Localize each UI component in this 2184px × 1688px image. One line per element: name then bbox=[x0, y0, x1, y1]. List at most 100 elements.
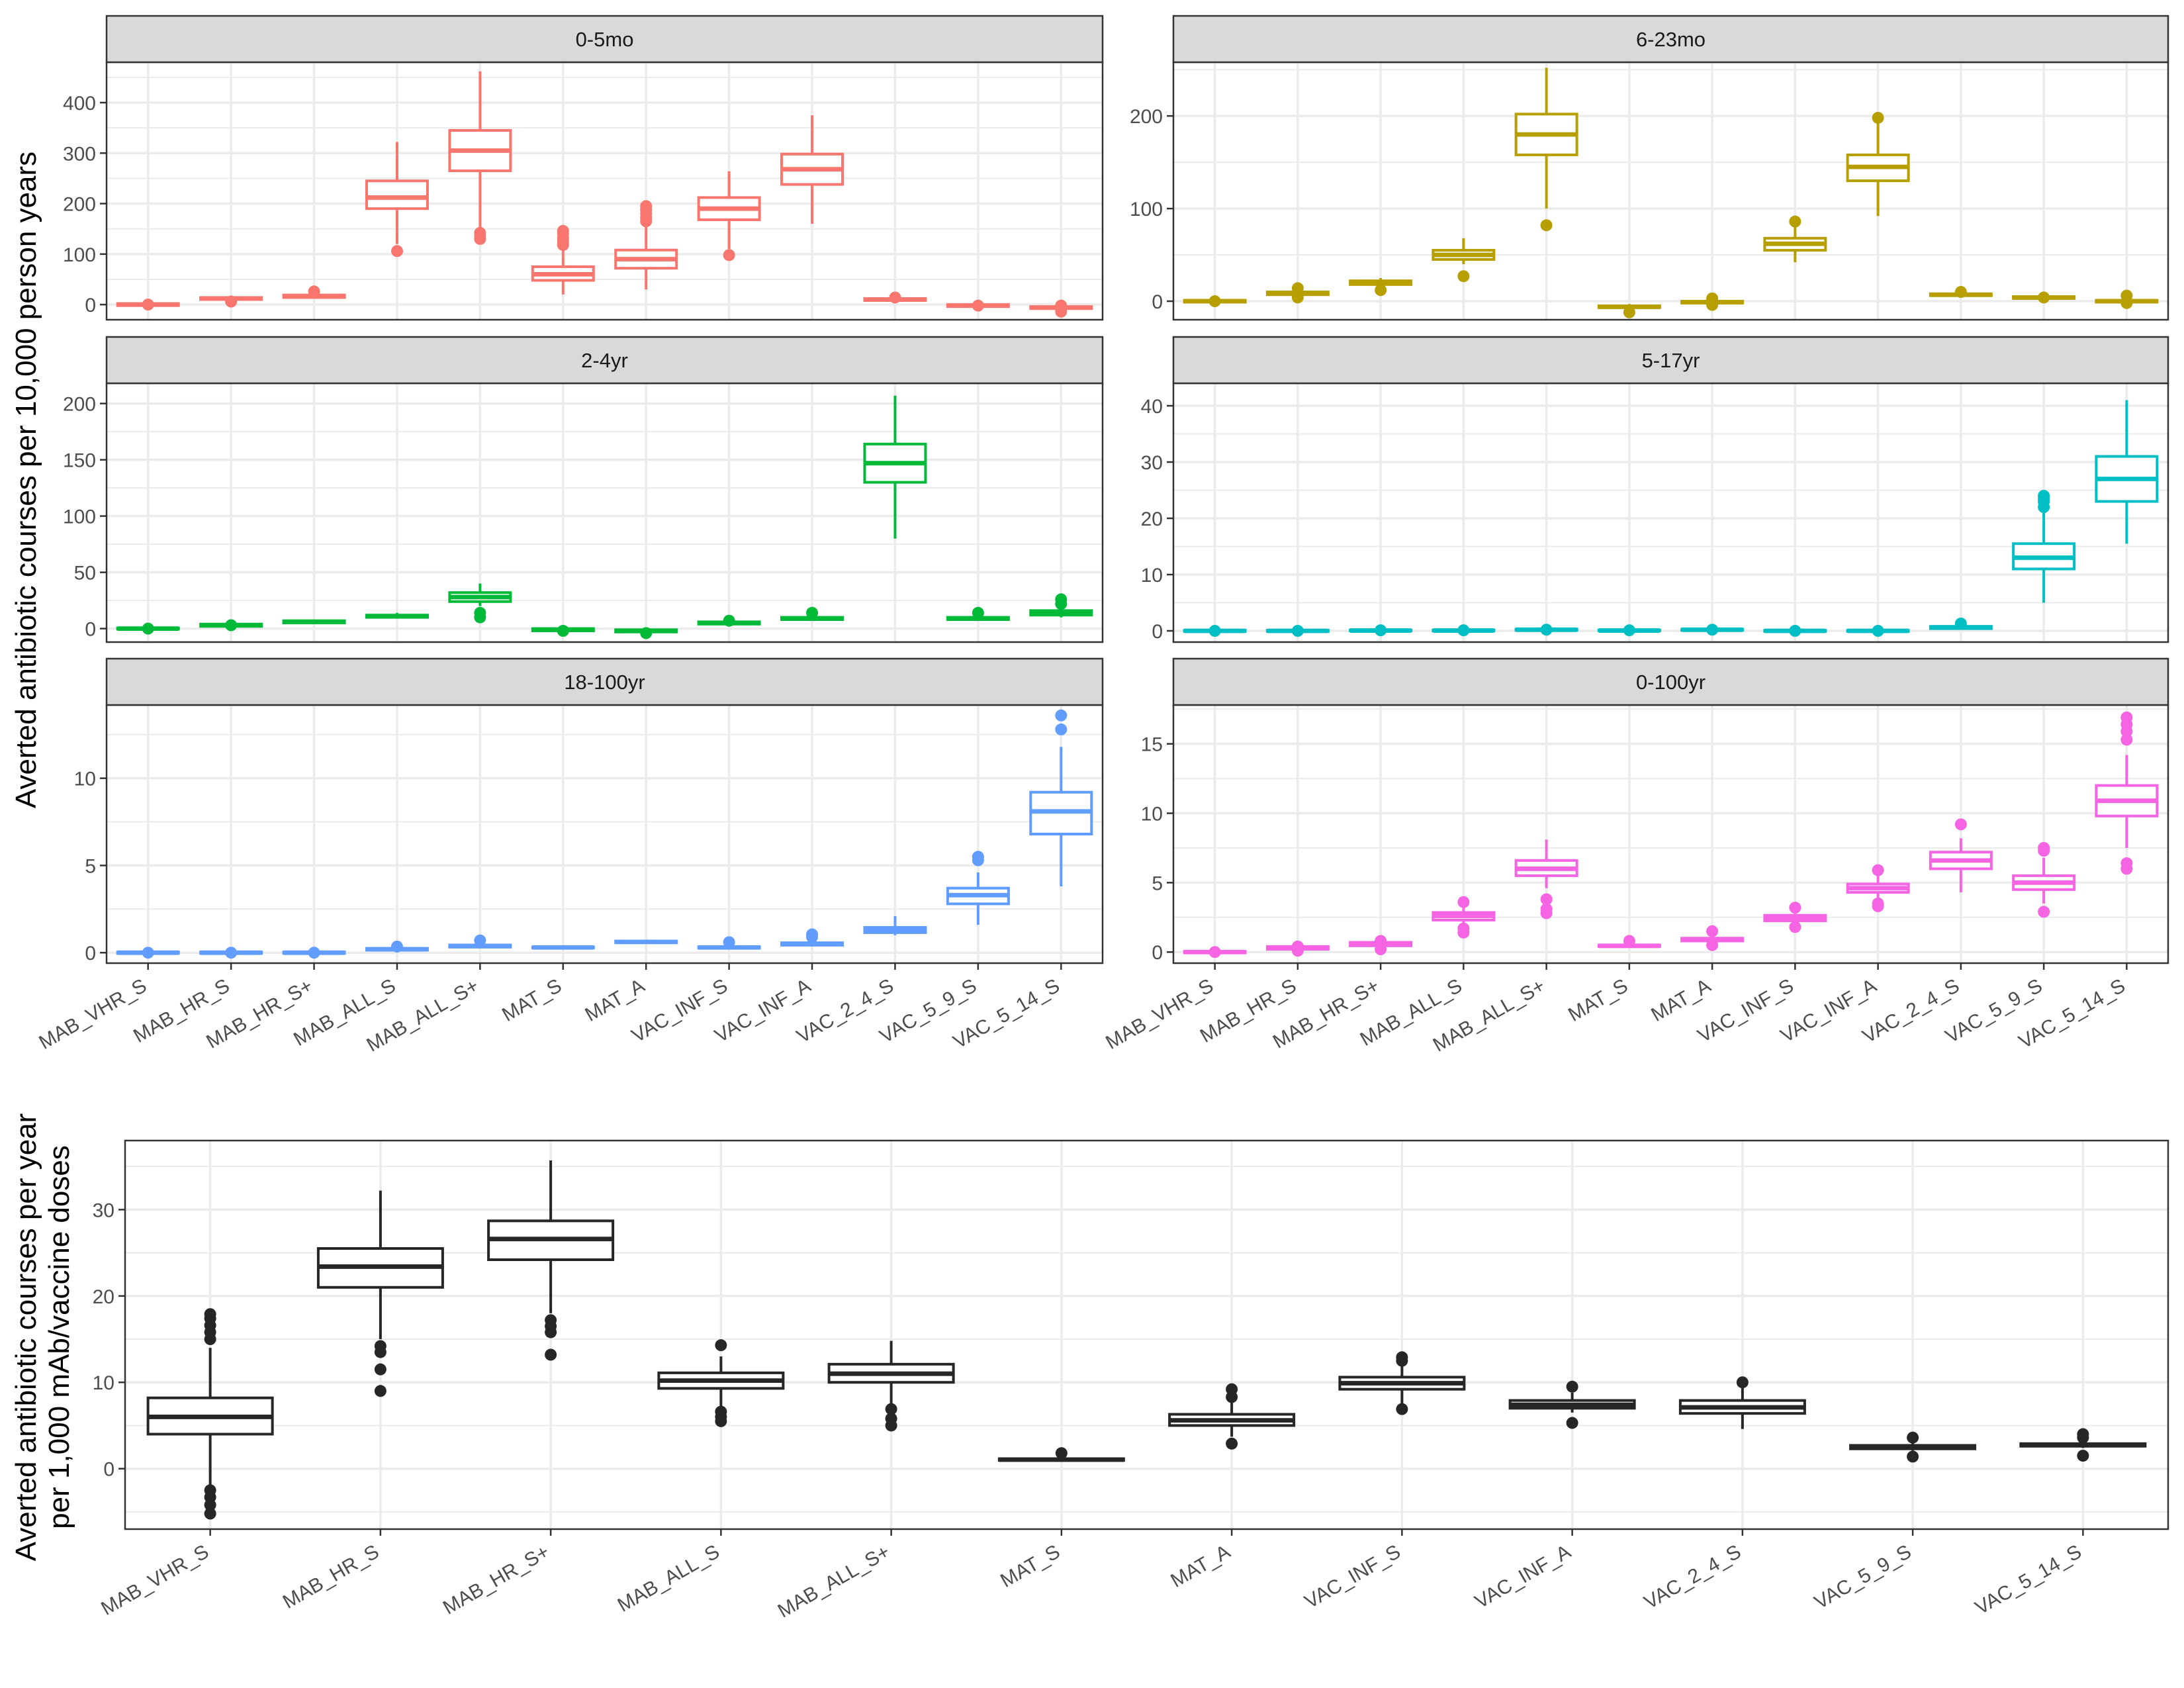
outlier-point bbox=[1457, 270, 1469, 282]
panel-background bbox=[107, 705, 1103, 963]
outlier-point bbox=[1907, 1450, 1919, 1462]
box-MAT_S bbox=[533, 946, 594, 949]
outlier-point bbox=[1737, 1376, 1749, 1388]
outlier-point bbox=[1055, 710, 1067, 722]
panel-2-4yr: 2-4yr 0 50 100 150 200 bbox=[63, 337, 1103, 642]
panel-background bbox=[125, 1141, 2168, 1529]
y-tick-label: 30 bbox=[1141, 452, 1163, 474]
panel-background bbox=[107, 62, 1103, 320]
outlier-point bbox=[2120, 712, 2132, 724]
outlier-point bbox=[1541, 219, 1553, 231]
y-tick-label: 0 bbox=[103, 1459, 114, 1481]
outlier-point bbox=[1789, 902, 1801, 914]
outlier-point bbox=[1567, 1417, 1578, 1429]
y-tick-label: 20 bbox=[93, 1286, 114, 1308]
outlier-point bbox=[1955, 286, 1967, 298]
outlier-point bbox=[225, 296, 237, 308]
outlier-point bbox=[1706, 939, 1718, 951]
y-tick-label: 5 bbox=[1152, 872, 1163, 894]
outlier-point bbox=[806, 607, 818, 619]
outlier-point bbox=[1706, 925, 1718, 937]
y-tick-label: 0 bbox=[85, 295, 96, 316]
bottom-y-axis-label-line-1: Averted antibiotic courses per year bbox=[10, 1113, 42, 1562]
y-tick-label: 100 bbox=[1130, 199, 1163, 220]
outlier-point bbox=[1375, 624, 1387, 636]
outlier-point bbox=[1789, 921, 1801, 933]
facet-label: 5-17yr bbox=[1642, 349, 1700, 372]
outlier-point bbox=[1292, 625, 1304, 637]
outlier-point bbox=[640, 627, 652, 639]
outlier-point bbox=[1375, 284, 1387, 296]
outlier-point bbox=[2120, 857, 2132, 869]
outlier-point bbox=[723, 249, 735, 261]
outlier-point bbox=[1541, 894, 1553, 906]
outlier-point bbox=[545, 1349, 557, 1361]
outlier-point bbox=[1706, 624, 1718, 635]
outlier-point bbox=[225, 620, 237, 632]
y-tick-label: 50 bbox=[74, 563, 96, 585]
box-MAB_HR_S+ bbox=[284, 620, 345, 624]
outlier-point bbox=[2038, 906, 2050, 917]
outlier-point bbox=[1375, 935, 1387, 947]
y-tick-label: 100 bbox=[63, 506, 96, 528]
outlier-point bbox=[1907, 1432, 1919, 1444]
y-tick-label: 150 bbox=[63, 450, 96, 472]
y-tick-label: 0 bbox=[85, 619, 96, 641]
outlier-point bbox=[1955, 818, 1967, 830]
outlier-point bbox=[1457, 923, 1469, 935]
facet-label: 0-5mo bbox=[576, 28, 634, 51]
outlier-point bbox=[1056, 1447, 1068, 1459]
outlier-point bbox=[723, 936, 735, 948]
y-tick-label: 200 bbox=[1130, 106, 1163, 128]
y-tick-label: 10 bbox=[74, 769, 96, 790]
outlier-point bbox=[142, 947, 154, 959]
y-tick-label: 0 bbox=[1152, 291, 1163, 313]
y-tick-label: 100 bbox=[63, 244, 96, 266]
outlier-point bbox=[391, 245, 403, 257]
outlier-point bbox=[2077, 1429, 2089, 1440]
y-tick-label: 15 bbox=[1141, 734, 1163, 756]
panel-5-17yr: 5-17yr 0 10 20 30 40 bbox=[1141, 337, 2168, 643]
y-tick-label: 400 bbox=[63, 93, 96, 115]
bottom-y-axis-label-line-2: per 1,000 mAb/vaccine doses bbox=[43, 1145, 75, 1529]
outlier-point bbox=[1226, 1383, 1238, 1395]
panels: 0-5mo01002003004006-23mo01002002-4yr0501… bbox=[35, 16, 2168, 1622]
outlier-point bbox=[391, 941, 403, 953]
y-tick-label: 0 bbox=[1152, 942, 1163, 964]
outlier-point bbox=[1292, 282, 1304, 294]
panel-background bbox=[1173, 62, 2168, 320]
outlier-point bbox=[1209, 295, 1221, 307]
outlier-point bbox=[1396, 1403, 1408, 1415]
outlier-point bbox=[557, 625, 569, 637]
outlier-point bbox=[1872, 898, 1884, 910]
outlier-point bbox=[2038, 490, 2050, 502]
outlier-point bbox=[474, 607, 486, 619]
outlier-point bbox=[1567, 1381, 1578, 1393]
y-tick-label: 200 bbox=[63, 394, 96, 416]
outlier-point bbox=[1226, 1438, 1238, 1450]
y-tick-label: 30 bbox=[93, 1199, 114, 1221]
outlier-point bbox=[1055, 724, 1067, 735]
outlier-point bbox=[1055, 593, 1067, 605]
outlier-point bbox=[205, 1308, 216, 1320]
outlier-point bbox=[2038, 291, 2050, 303]
outlier-point bbox=[1055, 300, 1067, 312]
y-tick-label: 20 bbox=[1141, 508, 1163, 530]
outlier-point bbox=[1209, 946, 1221, 958]
top-y-axis-label: Averted antibiotic courses per 10,000 pe… bbox=[10, 152, 42, 808]
outlier-point bbox=[1789, 216, 1801, 228]
outlier-point bbox=[715, 1406, 727, 1418]
outlier-point bbox=[1872, 625, 1884, 637]
outlier-point bbox=[557, 225, 569, 237]
facet-label: 2-4yr bbox=[581, 349, 628, 372]
outlier-point bbox=[205, 1484, 216, 1496]
outlier-point bbox=[474, 935, 486, 947]
outlier-point bbox=[375, 1340, 387, 1352]
panel-0-5mo: 0-5mo0100200300400 bbox=[63, 16, 1103, 320]
outlier-point bbox=[2120, 297, 2132, 309]
outlier-point bbox=[474, 227, 486, 239]
outlier-point bbox=[2077, 1450, 2089, 1462]
panel-background bbox=[107, 383, 1103, 642]
y-tick-label: 200 bbox=[63, 194, 96, 216]
